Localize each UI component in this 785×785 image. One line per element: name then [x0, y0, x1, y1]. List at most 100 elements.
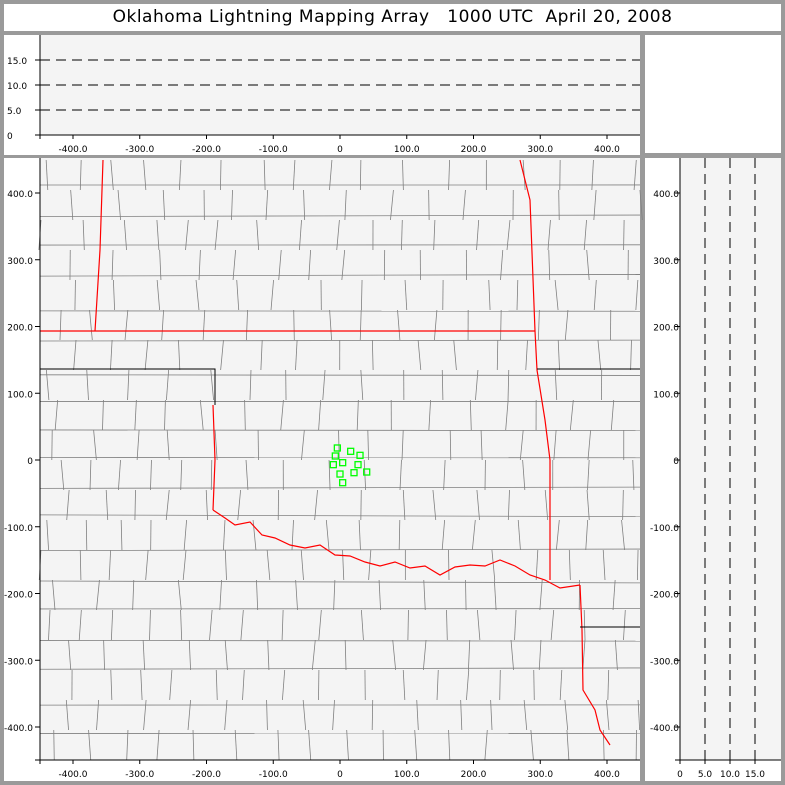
county-line: [260, 339, 263, 371]
county-line: [488, 279, 491, 311]
county-line: [522, 459, 526, 491]
county-line: [537, 309, 540, 341]
county-line: [635, 279, 639, 311]
county-line: [448, 729, 451, 761]
county-line: [192, 729, 195, 761]
county-line: [414, 729, 418, 761]
county-line: [586, 489, 590, 521]
county-line: [244, 399, 246, 431]
county-line: [469, 399, 472, 431]
county-line: [510, 639, 514, 671]
county-line: [314, 489, 318, 521]
county-line: [281, 609, 284, 641]
map-y-tick-label: -400.0: [4, 724, 33, 734]
county-line: [295, 339, 298, 371]
county-line: [477, 609, 481, 641]
county-line: [428, 189, 430, 221]
county-line: [519, 429, 524, 461]
county-line: [597, 339, 602, 371]
county-line: [73, 339, 77, 371]
lightning-source-marker: [331, 452, 339, 460]
missouri-border: [519, 159, 551, 580]
county-line: [535, 549, 539, 581]
county-line: [123, 219, 127, 251]
county-line: [169, 669, 173, 701]
side-y-tick-label: 100.0: [653, 390, 679, 400]
side-y-tick-label: -300.0: [650, 657, 679, 667]
county-line: [231, 189, 233, 221]
county-line: [308, 249, 311, 281]
county-line: [593, 279, 597, 311]
map-y-tick-label: -300.0: [4, 657, 33, 667]
source-points: [329, 444, 371, 487]
county-line: [587, 429, 592, 461]
county-line: [205, 489, 208, 521]
county-borders: [38, 159, 643, 761]
county-line: [448, 159, 450, 191]
county-line: [516, 279, 519, 311]
county-line: [407, 609, 409, 641]
county-line: [392, 639, 397, 671]
county-line: [378, 579, 381, 611]
county-line: [500, 309, 502, 341]
county-line: [65, 699, 69, 731]
county-line: [39, 640, 641, 642]
county-line: [66, 489, 70, 521]
county-line: [332, 699, 335, 731]
county-line: [371, 699, 374, 731]
altitude-x-tick-label: 400.0: [594, 145, 620, 155]
county-line: [280, 399, 284, 431]
county-line: [333, 579, 336, 611]
county-line: [630, 339, 632, 371]
altitude-x-tick-label: -300.0: [125, 145, 154, 155]
lightning-source-marker: [339, 479, 347, 487]
county-line: [96, 699, 100, 731]
county-line: [112, 279, 116, 311]
county-line: [127, 369, 130, 401]
side-x-tick-label: 0: [677, 770, 683, 780]
county-line: [245, 309, 248, 341]
county-line: [465, 579, 467, 611]
county-line: [136, 429, 140, 461]
county-line: [234, 729, 238, 761]
county-line: [484, 729, 488, 761]
county-line: [359, 309, 362, 341]
county-line: [318, 399, 322, 431]
side-y-tick-label: 0: [673, 457, 679, 467]
county-line: [336, 219, 340, 251]
county-line: [360, 609, 364, 641]
county-line: [143, 159, 147, 191]
county-line: [550, 609, 555, 641]
county-line: [103, 639, 105, 671]
county-line: [156, 279, 161, 311]
county-line: [547, 219, 551, 251]
county-line: [468, 639, 471, 671]
altitude-x-tick-label: -100.0: [259, 145, 288, 155]
county-line: [198, 249, 201, 281]
county-line: [187, 699, 192, 731]
county-line: [530, 729, 534, 761]
county-line: [110, 669, 113, 701]
county-line: [493, 579, 497, 611]
county-line: [89, 309, 93, 341]
county-line: [446, 609, 448, 641]
side-y-tick-label: -100.0: [650, 524, 679, 534]
county-line: [214, 429, 218, 461]
county-line: [45, 369, 50, 401]
county-line: [325, 519, 330, 551]
county-line: [539, 579, 543, 611]
county-line: [59, 309, 62, 341]
county-line: [199, 399, 204, 431]
county-line: [111, 249, 114, 281]
county-line: [533, 669, 535, 701]
county-line: [263, 159, 266, 191]
lightning-source-marker: [354, 461, 362, 469]
county-line: [232, 249, 237, 281]
county-line: [308, 729, 312, 761]
county-line: [177, 579, 182, 611]
county-line: [267, 639, 270, 671]
altitude-x-tick-label: -400.0: [58, 145, 87, 155]
county-line: [39, 486, 641, 489]
county-line: [68, 639, 72, 671]
altitude-x-tick-label: 300.0: [527, 145, 553, 155]
